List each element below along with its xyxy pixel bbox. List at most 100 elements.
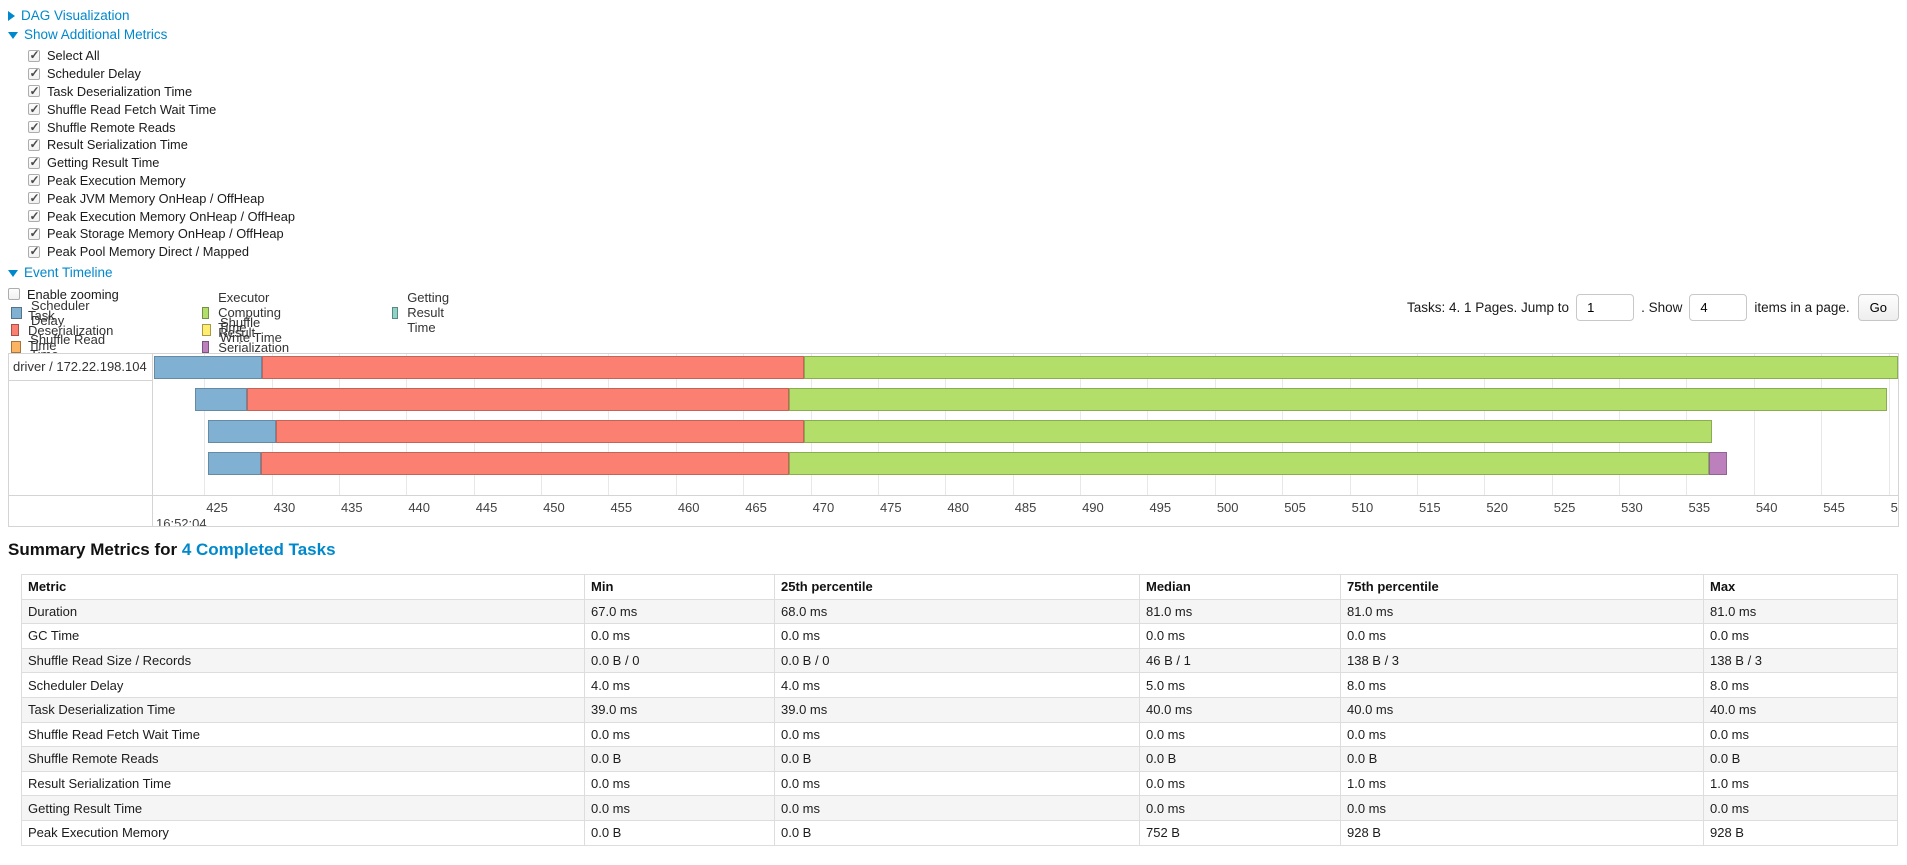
table-row: Scheduler Delay 4.0 ms 4.0 ms 5.0 ms 8.0 ms 8… xyxy=(21,672,1898,698)
metric-checkbox[interactable] xyxy=(28,137,40,151)
metric-checkbox[interactable] xyxy=(28,155,40,169)
metric-checkbox-label: Select All xyxy=(47,48,100,64)
metric-value-cell: 0.0 ms xyxy=(584,721,775,748)
timeline-group-column: driver / 172.22.198.104 xyxy=(9,354,153,526)
timeline-tick-label: 435 xyxy=(340,500,363,515)
timeline-task-bar[interactable] xyxy=(153,388,1898,411)
task-segment-scheduler xyxy=(154,356,263,379)
metric-checkbox[interactable] xyxy=(28,66,40,80)
metric-value-cell: 0.0 ms xyxy=(1703,623,1898,649)
legend-label: Task Deserialization Time xyxy=(28,307,114,353)
timeline-task-bar[interactable] xyxy=(153,420,1898,443)
metric-value-cell: 40.0 ms xyxy=(1139,696,1341,723)
enable-zooming-label: Enable zooming xyxy=(27,286,119,302)
show-additional-metrics-toggle[interactable]: Show Additional Metrics xyxy=(8,25,295,44)
metric-checkbox[interactable] xyxy=(28,120,40,134)
metric-checkbox[interactable] xyxy=(28,84,40,98)
metric-checkbox[interactable] xyxy=(28,191,40,205)
pagination-controls: Tasks: 4. 1 Pages. Jump to . Show items … xyxy=(1407,294,1899,321)
metric-value-cell: 928 B xyxy=(1703,819,1898,846)
jump-to-page-input[interactable] xyxy=(1576,294,1635,321)
enable-zooming-checkbox[interactable] xyxy=(8,288,20,301)
timeline-tick-label: 430 xyxy=(273,500,296,515)
metric-name-cell: Shuffle Read Size / Records xyxy=(21,647,585,674)
metric-checkbox-row: Shuffle Read Fetch Wait Time xyxy=(28,100,295,118)
metric-value-cell: 0.0 ms xyxy=(1340,795,1704,821)
metric-value-cell: 0.0 B xyxy=(774,746,1140,772)
task-segment-ser xyxy=(1709,452,1727,475)
metric-checkbox[interactable] xyxy=(28,173,40,187)
dag-visualization-label: DAG Visualization xyxy=(21,8,130,23)
legend-swatch-icon xyxy=(392,306,399,319)
task-segment-compute xyxy=(789,388,1888,411)
metric-name-cell: Duration xyxy=(21,598,585,625)
summary-column-header: 75th percentile xyxy=(1340,574,1704,600)
metric-value-cell: 0.0 ms xyxy=(1703,721,1898,748)
timeline-task-bar[interactable] xyxy=(153,356,1898,379)
metric-checkbox-label: Task Deserialization Time xyxy=(47,83,193,99)
dag-visualization-toggle[interactable]: DAG Visualization xyxy=(8,6,295,25)
metric-value-cell: 0.0 ms xyxy=(1703,795,1898,821)
metric-value-cell: 8.0 ms xyxy=(1340,672,1704,698)
timeline-tick-label: 440 xyxy=(408,500,431,515)
metric-value-cell: 0.0 ms xyxy=(1340,623,1704,649)
completed-tasks-link[interactable]: 4 Completed Tasks xyxy=(181,540,336,559)
timeline-tick-label: 425 xyxy=(206,500,228,515)
items-per-page-label: items in a page. xyxy=(1754,300,1850,315)
show-label: . Show xyxy=(1641,300,1683,315)
metric-checkbox-row: Peak Execution Memory OnHeap / OffHeap xyxy=(28,207,295,225)
table-row: Result Serialization Time 0.0 ms 0.0 ms 0.0… xyxy=(21,770,1898,797)
legend-column: Executor Computing Time Shuffle Write Tim… xyxy=(202,290,294,370)
metric-checkbox-row: Peak JVM Memory OnHeap / OffHeap xyxy=(28,189,295,207)
metric-value-cell: 8.0 ms xyxy=(1703,672,1898,698)
summary-metrics-table: Metric Min 25th percentile Median 75th perce… xyxy=(21,574,1898,846)
metric-checkbox-row: Peak Pool Memory Direct / Mapped xyxy=(28,243,295,261)
metric-checkbox[interactable] xyxy=(28,244,40,258)
event-timeline-chart: 425 430 435 440 445 450 455 460 465 470 475 480 485 4… xyxy=(8,353,1899,527)
metric-value-cell: 0.0 ms xyxy=(1340,721,1704,748)
timeline-tick-label: 530 xyxy=(1621,500,1643,515)
legend-swatch-icon xyxy=(11,341,22,354)
timeline-tick-label: 485 xyxy=(1014,500,1037,515)
metric-checkbox-row: Task Deserialization Time xyxy=(28,83,295,101)
metric-value-cell: 138 B / 3 xyxy=(1703,647,1898,674)
timeline-plot-area: 425 430 435 440 445 450 455 460 465 470 475 480 485 4… xyxy=(153,354,1898,526)
items-per-page-input[interactable] xyxy=(1689,294,1748,321)
timeline-tick-label: 470 xyxy=(812,500,835,515)
metric-checkbox[interactable] xyxy=(28,226,40,240)
timeline-tick-label: 510 xyxy=(1351,500,1374,515)
metric-checkbox-label: Peak Execution Memory xyxy=(47,172,186,188)
metric-checkbox-row: Getting Result Time xyxy=(28,154,295,172)
metric-value-cell: 68.0 ms xyxy=(774,598,1140,625)
task-segment-deser xyxy=(260,452,789,475)
legend-label: Scheduler Delay xyxy=(31,297,90,328)
enable-zooming-row: Enable zooming xyxy=(8,286,295,304)
table-row: Shuffle Read Fetch Wait Time 0.0 ms 0.0 ms… xyxy=(21,721,1898,748)
metric-value-cell: 0.0 ms xyxy=(584,770,775,797)
timeline-tick-label: 480 xyxy=(947,500,970,515)
metric-value-cell: 39.0 ms xyxy=(584,696,775,723)
timeline-tick-label: 550 xyxy=(1890,500,1898,515)
timeline-tick-label: 520 xyxy=(1486,500,1509,515)
table-row: Shuffle Read Size / Records 0.0 B / 0 0.0 … xyxy=(21,647,1898,674)
metric-checkbox-row: Peak Execution Memory xyxy=(28,172,295,190)
timeline-tick-label: 545 xyxy=(1823,500,1845,515)
metric-name-cell: Shuffle Remote Reads xyxy=(21,746,585,772)
metric-checkbox-row: Scheduler Delay xyxy=(28,65,295,83)
metric-checkbox-label: Result Serialization Time xyxy=(47,137,188,153)
metric-checkbox[interactable] xyxy=(28,209,40,223)
task-segment-deser xyxy=(262,356,804,379)
timeline-tick-label: 515 xyxy=(1418,500,1441,515)
legend-item: Scheduler Delay xyxy=(11,298,117,328)
additional-metrics-checklist: Select All Scheduler Delay Task Deserializ… xyxy=(28,47,295,261)
summary-column-header: 25th percentile xyxy=(774,574,1140,600)
metric-value-cell: 67.0 ms xyxy=(584,598,775,625)
event-timeline-toggle[interactable]: Event Timeline xyxy=(8,263,295,282)
summary-column-header: Metric xyxy=(21,574,585,600)
timeline-task-bar[interactable] xyxy=(153,452,1898,475)
metric-checkbox[interactable] xyxy=(28,102,40,116)
legend-column: Getting Result Time xyxy=(392,290,455,335)
go-button[interactable]: Go xyxy=(1857,294,1899,321)
metric-checkbox[interactable] xyxy=(28,48,40,62)
